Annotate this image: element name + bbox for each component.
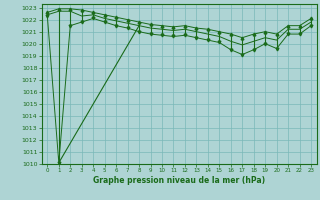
X-axis label: Graphe pression niveau de la mer (hPa): Graphe pression niveau de la mer (hPa)	[93, 176, 265, 185]
